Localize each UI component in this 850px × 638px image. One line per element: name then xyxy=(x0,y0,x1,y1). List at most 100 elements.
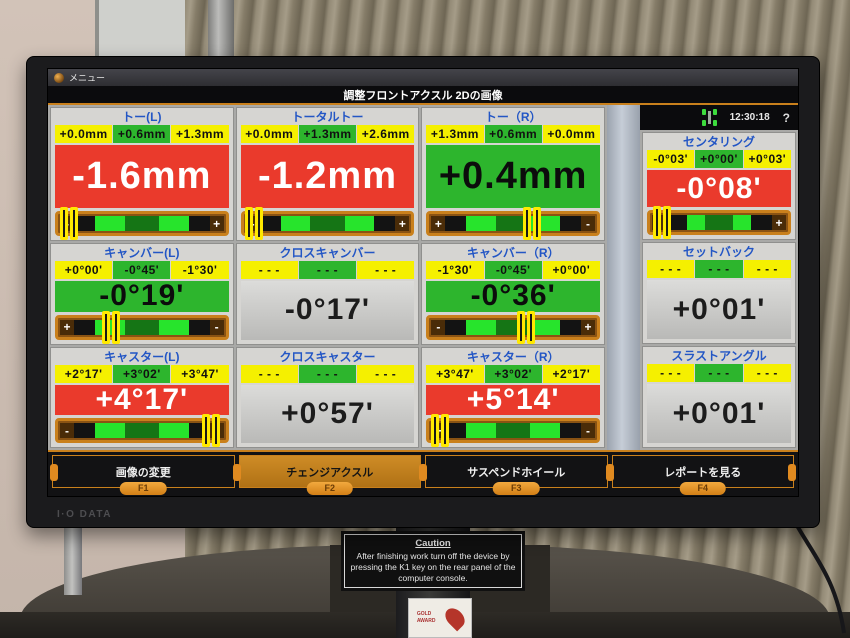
panel-title: キャスター(L) xyxy=(104,349,180,364)
spec-target: - - - xyxy=(298,261,357,279)
button-view-report[interactable]: レポートを見る F4 xyxy=(611,455,794,495)
spec-high: +2.6mm xyxy=(357,125,415,143)
slider-end-segment xyxy=(445,423,467,438)
award-sticker: GOLD AWARD xyxy=(408,598,472,638)
spec-high: +0°00' xyxy=(542,261,600,279)
measurement-value: -0°36' xyxy=(426,279,600,312)
panel-title: トー(L) xyxy=(122,110,162,124)
panel-camber-left: キャンバー(L) +0°00' -0°45' -1°30' -0°19' + xyxy=(50,243,234,345)
slider-minus-sign: - xyxy=(431,319,446,335)
spec-row: +0.0mm +0.6mm +1.3mm xyxy=(55,125,229,143)
spec-target: +3°02' xyxy=(484,364,542,383)
spec-high: - - - xyxy=(743,260,791,278)
spec-high: - - - xyxy=(357,364,415,383)
slider-plus-sign: + xyxy=(60,319,74,335)
slider-track xyxy=(530,319,560,335)
slider-end-segment xyxy=(74,216,95,231)
slider-end-segment xyxy=(74,423,95,438)
spec-row: +0.0mm +1.3mm +2.6mm xyxy=(240,125,415,143)
spec-low: -1°30' xyxy=(426,261,484,279)
measurement-value: -0°17' xyxy=(240,281,415,340)
spec-row: - - - - - - - - - xyxy=(240,261,415,279)
spec-row: - - - - - - - - - xyxy=(647,260,791,278)
spec-high: +1.3mm xyxy=(171,125,229,143)
menu-button[interactable]: メニュー xyxy=(69,73,106,83)
adjustment-slider: + - xyxy=(426,414,600,447)
function-key-bar: 画像の変更 F1 チェンジアクスル F2 サスペンドホイール F3 レポートを見… xyxy=(48,450,798,496)
spec-low: +0.0mm xyxy=(240,125,298,143)
sticker-logo xyxy=(441,604,469,632)
spec-low: - - - xyxy=(647,364,695,382)
spec-low: - - - xyxy=(647,260,695,278)
spec-target: +0.6mm xyxy=(484,125,542,143)
slider-track xyxy=(280,216,311,231)
panel-title: キャンバー(L) xyxy=(104,246,180,260)
clock: 12:30:18 xyxy=(729,112,770,123)
button-suspend-wheel[interactable]: サスペンドホイール F3 xyxy=(425,455,608,495)
adjustment-slider: - + xyxy=(55,414,229,447)
slider-end-segment xyxy=(560,216,581,231)
help-button[interactable]: ? xyxy=(782,110,790,125)
slider-indicator xyxy=(101,310,120,344)
menu-bar: メニュー xyxy=(48,69,798,86)
slider-target-zone xyxy=(124,216,160,231)
spec-row: +2°17' +3°02' +3°47' xyxy=(55,364,229,383)
panel-camber-right: キャンバー（R） -1°30' -0°45' +0°00' -0°36' - xyxy=(421,243,605,345)
slider-end-segment xyxy=(188,319,210,335)
alignment-screen: メニュー 調整フロントアクスル 2Dの画像 トー(L) +0.0mm +0.6m… xyxy=(47,68,799,497)
measurement-area: トー(L) +0.0mm +0.6mm +1.3mm -1.6mm - xyxy=(48,105,798,450)
spec-row: -0°03' +0°00' +0°03' xyxy=(647,150,791,168)
spec-target: - - - xyxy=(695,364,743,382)
spec-low: - - - xyxy=(240,364,298,383)
button-change-image[interactable]: 画像の変更 F1 xyxy=(52,455,235,495)
measurement-value: +4°17' xyxy=(55,383,229,416)
slider-end-segment xyxy=(751,215,772,230)
slider-minus-sign: - xyxy=(60,423,74,438)
adjustment-slider: - + xyxy=(55,207,229,240)
slider-track xyxy=(466,216,496,231)
adjustment-slider: - + xyxy=(647,206,791,239)
slider-track xyxy=(159,319,189,335)
slider-track xyxy=(687,215,705,230)
adjustment-slider: + - xyxy=(426,207,600,240)
spec-row: +0°00' -0°45' -1°30' xyxy=(55,261,229,279)
status-strip: 12:30:18 ? xyxy=(640,105,798,130)
panel-title: クロスキャンバー xyxy=(279,246,376,260)
slider-minus-sign: - xyxy=(581,423,595,438)
spec-high: +3°47' xyxy=(171,364,229,383)
slider-target-zone xyxy=(495,423,531,438)
button-label: レポートを見る xyxy=(664,466,742,479)
adjustment-slider: - + xyxy=(240,207,415,240)
spec-high: +0.0mm xyxy=(542,125,600,143)
panel-title: セットバック xyxy=(682,245,755,259)
slider-end-segment xyxy=(445,216,467,231)
spec-low: +3°47' xyxy=(426,364,484,383)
measurement-value: +0°01' xyxy=(647,384,791,443)
spec-row: +1.3mm +0.6mm +0.0mm xyxy=(426,125,600,143)
slider-end-segment xyxy=(374,216,396,231)
slider-track xyxy=(466,319,496,335)
slider-track xyxy=(95,216,125,231)
panel-toe-right: トー（R） +1.3mm +0.6mm +0.0mm +0.4mm + xyxy=(421,107,605,241)
slider-track xyxy=(95,423,125,438)
axle-status-icon xyxy=(701,109,717,126)
spec-low: +0.0mm xyxy=(55,125,113,143)
spec-target: - - - xyxy=(298,364,357,383)
slider-end-segment xyxy=(259,216,281,231)
panel-title: キャスター（R） xyxy=(466,349,560,364)
spec-target: +0°00' xyxy=(695,150,743,168)
spec-low: -0°03' xyxy=(647,150,695,168)
monitor-brand-logo: I·O DATA xyxy=(57,509,112,520)
button-change-axle[interactable]: チェンジアクスル F2 xyxy=(238,455,421,495)
adjustment-slider: + - xyxy=(55,310,229,344)
slider-indicator xyxy=(245,207,264,240)
spec-target: +3°02' xyxy=(113,364,171,383)
panel-toe-left: トー(L) +0.0mm +0.6mm +1.3mm -1.6mm - xyxy=(50,107,234,241)
measurement-value: +0°01' xyxy=(647,280,791,339)
panel-title: トータルトー xyxy=(291,110,364,124)
slider-track xyxy=(466,423,496,438)
menu-icon xyxy=(54,72,64,83)
panel-setback: セットバック - - - - - - - - - +0°01' xyxy=(642,242,796,344)
panel-title: クロスキャスター xyxy=(279,349,376,364)
